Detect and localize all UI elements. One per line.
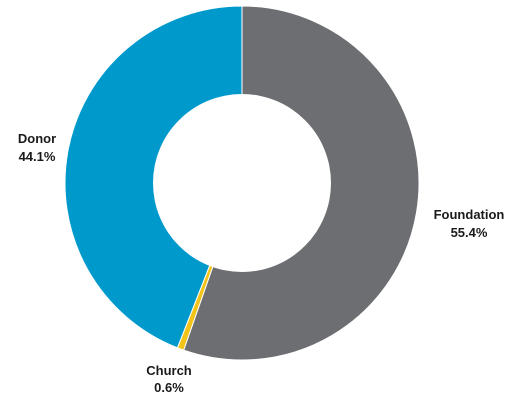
donut-hole xyxy=(153,94,331,272)
label-donor-name: Donor xyxy=(18,131,56,146)
label-foundation-value: 55.4% xyxy=(451,225,488,240)
label-church-name: Church xyxy=(146,363,192,378)
label-foundation-name: Foundation xyxy=(434,207,505,222)
label-church-value: 0.6% xyxy=(154,380,184,395)
label-donor-value: 44.1% xyxy=(19,149,56,164)
